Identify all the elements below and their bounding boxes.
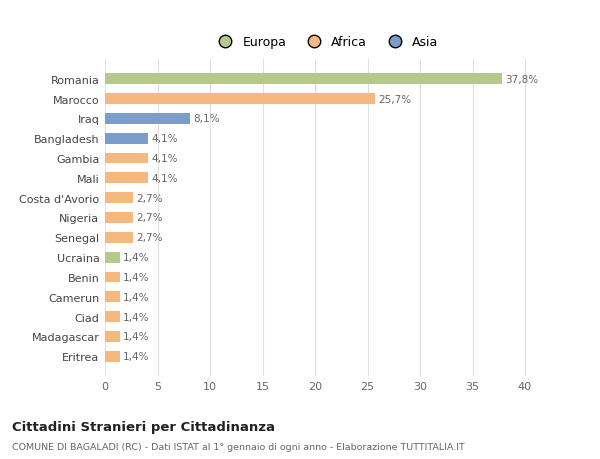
Text: 1,4%: 1,4%	[123, 252, 149, 263]
Text: 2,7%: 2,7%	[137, 213, 163, 223]
Text: 4,1%: 4,1%	[151, 134, 178, 144]
Legend: Europa, Africa, Asia: Europa, Africa, Asia	[208, 31, 443, 54]
Bar	[105, 193, 133, 204]
Bar	[105, 74, 502, 85]
Text: COMUNE DI BAGALADI (RC) - Dati ISTAT al 1° gennaio di ogni anno - Elaborazione T: COMUNE DI BAGALADI (RC) - Dati ISTAT al …	[12, 442, 465, 451]
Bar	[105, 272, 120, 283]
Bar	[105, 213, 133, 224]
Bar	[105, 134, 148, 144]
Text: 1,4%: 1,4%	[123, 312, 149, 322]
Bar	[105, 153, 148, 164]
Text: 8,1%: 8,1%	[193, 114, 220, 124]
Text: 37,8%: 37,8%	[505, 74, 538, 84]
Bar	[105, 252, 120, 263]
Text: 1,4%: 1,4%	[123, 352, 149, 362]
Bar	[105, 292, 120, 302]
Text: 4,1%: 4,1%	[151, 154, 178, 164]
Text: 1,4%: 1,4%	[123, 292, 149, 302]
Bar	[105, 173, 148, 184]
Bar	[105, 351, 120, 362]
Text: 4,1%: 4,1%	[151, 174, 178, 184]
Bar	[105, 94, 375, 105]
Bar	[105, 232, 133, 243]
Bar	[105, 331, 120, 342]
Bar	[105, 312, 120, 322]
Text: 25,7%: 25,7%	[378, 94, 411, 104]
Text: 2,7%: 2,7%	[137, 193, 163, 203]
Text: Cittadini Stranieri per Cittadinanza: Cittadini Stranieri per Cittadinanza	[12, 420, 275, 433]
Text: 1,4%: 1,4%	[123, 332, 149, 342]
Text: 1,4%: 1,4%	[123, 272, 149, 282]
Text: 2,7%: 2,7%	[137, 233, 163, 243]
Bar	[105, 114, 190, 124]
